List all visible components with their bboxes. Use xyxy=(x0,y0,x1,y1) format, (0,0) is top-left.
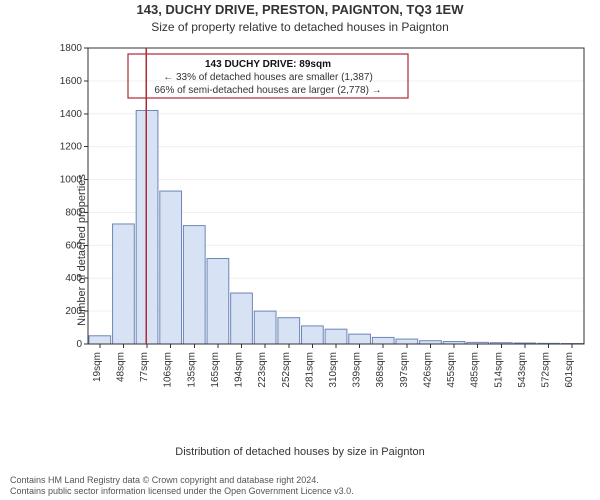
svg-text:397sqm: 397sqm xyxy=(399,352,410,388)
chart-container: { "title_top": "143, DUCHY DRIVE, PRESTO… xyxy=(0,0,600,500)
svg-text:572sqm: 572sqm xyxy=(541,352,552,388)
page-subtitle: Size of property relative to detached ho… xyxy=(0,20,600,34)
svg-text:339sqm: 339sqm xyxy=(352,352,363,388)
footer-line-2: Contains public sector information licen… xyxy=(10,486,354,498)
svg-text:426sqm: 426sqm xyxy=(422,352,433,388)
svg-text:1200: 1200 xyxy=(60,142,83,153)
svg-text:165sqm: 165sqm xyxy=(210,352,221,388)
attribution-footer: Contains HM Land Registry data © Crown c… xyxy=(10,475,354,498)
bar xyxy=(183,226,205,344)
svg-text:281sqm: 281sqm xyxy=(304,352,315,388)
svg-text:368sqm: 368sqm xyxy=(375,352,386,388)
x-axis-label: Distribution of detached houses by size … xyxy=(0,446,600,458)
svg-text:19sqm: 19sqm xyxy=(92,352,103,382)
footer-line-1: Contains HM Land Registry data © Crown c… xyxy=(10,475,354,487)
svg-text:1400: 1400 xyxy=(60,109,83,120)
svg-text:194sqm: 194sqm xyxy=(234,352,245,388)
svg-text:1600: 1600 xyxy=(60,76,83,87)
svg-text:800: 800 xyxy=(65,207,82,218)
svg-text:601sqm: 601sqm xyxy=(564,352,575,388)
chart-plot-area: 0 200 400 600 800 1000 1200 1400 1600 1800 19sqm 4… xyxy=(52,42,588,408)
annotation-title: 143 DUCHY DRIVE: 89sqm xyxy=(205,59,331,70)
svg-text:600: 600 xyxy=(65,240,82,251)
bar xyxy=(136,110,158,344)
bar xyxy=(302,326,324,344)
bar xyxy=(278,318,300,344)
svg-text:252sqm: 252sqm xyxy=(281,352,292,388)
svg-text:1800: 1800 xyxy=(60,43,83,54)
svg-text:485sqm: 485sqm xyxy=(470,352,481,388)
bar xyxy=(207,258,229,344)
svg-text:106sqm: 106sqm xyxy=(163,352,174,388)
page-title: 143, DUCHY DRIVE, PRESTON, PAIGNTON, TQ3… xyxy=(0,2,600,17)
annotation-line: 66% of semi-detached houses are larger (… xyxy=(154,85,381,96)
bar xyxy=(160,191,182,344)
svg-text:0: 0 xyxy=(76,339,82,350)
bar xyxy=(254,311,276,344)
bar xyxy=(349,334,371,344)
bar xyxy=(372,337,394,344)
svg-text:223sqm: 223sqm xyxy=(257,352,268,388)
svg-text:77sqm: 77sqm xyxy=(139,352,150,382)
annotation-line: ← 33% of detached houses are smaller (1,… xyxy=(163,72,373,83)
svg-text:514sqm: 514sqm xyxy=(493,352,504,388)
bar xyxy=(89,336,111,344)
svg-text:310sqm: 310sqm xyxy=(328,352,339,388)
svg-text:1000: 1000 xyxy=(60,175,83,186)
bar xyxy=(325,329,347,344)
svg-text:200: 200 xyxy=(65,306,82,317)
svg-text:400: 400 xyxy=(65,273,82,284)
bar xyxy=(113,224,135,344)
svg-text:135sqm: 135sqm xyxy=(186,352,197,388)
svg-text:48sqm: 48sqm xyxy=(115,352,126,382)
bar xyxy=(396,339,418,344)
svg-text:543sqm: 543sqm xyxy=(517,352,528,388)
bar xyxy=(231,293,253,344)
chart-svg: 0 200 400 600 800 1000 1200 1400 1600 1800 19sqm 4… xyxy=(52,42,588,408)
svg-text:455sqm: 455sqm xyxy=(446,352,457,388)
